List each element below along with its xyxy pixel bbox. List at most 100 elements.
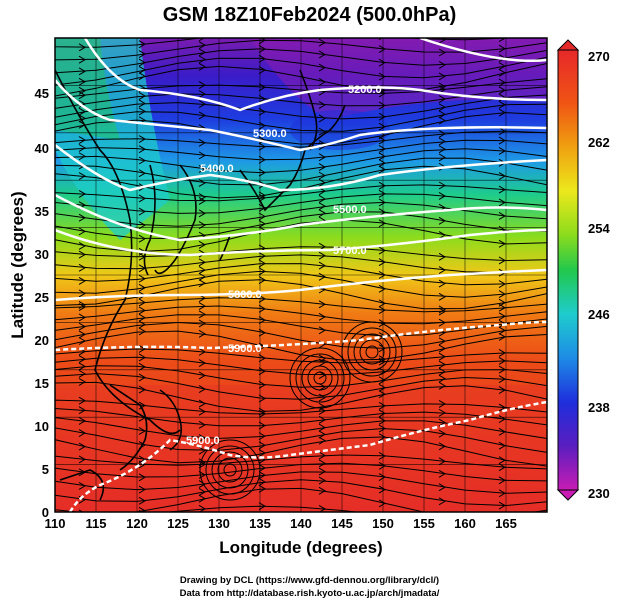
streamline-arrow xyxy=(438,360,446,369)
streamline-arrow xyxy=(78,172,86,180)
streamline-arrow xyxy=(138,283,146,292)
streamline-arrow xyxy=(438,367,446,376)
y-tick-label: 10 xyxy=(35,419,49,434)
colorbar-top-arrow xyxy=(556,39,580,51)
streamline-arrow xyxy=(138,496,146,505)
streamline-arrow xyxy=(438,38,446,44)
streamline-arrow xyxy=(138,344,146,353)
vortex-ring xyxy=(347,327,397,377)
streamline xyxy=(55,103,547,132)
streamline-arrow xyxy=(138,362,146,371)
streamline-arrow xyxy=(438,457,446,466)
streamline-arrow xyxy=(378,344,386,353)
streamline-arrow xyxy=(498,348,506,357)
streamline-arrow xyxy=(438,352,446,361)
streamline-arrow xyxy=(78,429,86,437)
contour-label-5700: 5700.0 xyxy=(333,245,367,257)
streamline-arrow xyxy=(318,415,326,424)
streamline-arrow xyxy=(318,153,326,162)
streamline-arrow xyxy=(378,136,386,145)
streamline-arrow xyxy=(438,429,446,438)
streamline-arrow xyxy=(78,313,86,322)
streamline-arrow xyxy=(498,441,506,450)
streamline-arrow xyxy=(498,326,506,335)
streamline xyxy=(55,314,547,337)
streamline-arrow xyxy=(258,219,266,228)
streamline-arrow xyxy=(78,416,86,425)
streamline-arrow xyxy=(258,410,266,418)
streamline-arrow xyxy=(198,488,206,496)
y-tick-label: 45 xyxy=(35,86,49,101)
streamline-arrow xyxy=(78,107,86,116)
streamline-arrow xyxy=(258,478,266,486)
streamline-arrow xyxy=(78,406,86,415)
streamline-arrow xyxy=(318,402,326,411)
vortex-ring xyxy=(199,439,261,501)
contour-label-5500: 5500.0 xyxy=(333,204,367,216)
streamline-arrow xyxy=(378,401,386,410)
y-axis: 0 5 10 15 20 25 30 35 40 45 xyxy=(35,86,49,520)
streamline-arrow xyxy=(198,407,206,416)
streamline xyxy=(55,139,547,161)
streamline-arrow xyxy=(318,326,326,335)
streamline-arrow xyxy=(318,486,326,495)
streamline-arrow xyxy=(318,100,326,109)
streamline-arrow xyxy=(138,353,146,362)
streamline-arrow xyxy=(318,406,326,415)
streamline-arrow xyxy=(319,29,325,36)
streamline-arrow xyxy=(78,241,86,250)
streamline-arrow xyxy=(138,135,146,143)
streamline-arrow xyxy=(378,416,386,425)
streamline-arrow xyxy=(78,276,86,285)
streamline xyxy=(55,148,547,174)
x-tick-label: 115 xyxy=(86,516,107,531)
wind-streamlines xyxy=(55,29,547,512)
x-tick-label: 110 xyxy=(45,516,66,531)
streamline-arrow xyxy=(198,41,206,50)
streamline-arrow xyxy=(198,420,206,429)
streamline-arrow xyxy=(438,318,446,327)
streamline-arrow xyxy=(498,147,506,155)
streamline-arrow xyxy=(198,90,206,98)
streamline-arrow xyxy=(438,82,446,91)
streamline-arrow xyxy=(78,396,86,405)
streamline-arrow xyxy=(378,383,386,392)
streamline-arrow xyxy=(438,110,446,119)
streamline-arrow xyxy=(258,367,266,376)
streamline-arrow xyxy=(438,85,446,94)
streamline xyxy=(55,78,547,99)
streamline-arrow xyxy=(198,62,206,71)
streamline-arrow xyxy=(378,246,386,255)
streamline xyxy=(55,487,547,512)
streamline-arrow xyxy=(138,58,146,67)
streamline-arrow xyxy=(258,380,266,389)
streamline-arrow xyxy=(318,393,326,402)
x-axis: 110 115 120 125 130 135 140 145 150 155 … xyxy=(45,516,517,531)
streamline-arrow xyxy=(378,461,386,470)
streamline-arrow xyxy=(198,480,206,489)
streamline-arrow xyxy=(498,280,506,288)
streamline-arrow xyxy=(318,63,326,72)
credit-drawing: Drawing by DCL (https://www.gfd-dennou.o… xyxy=(179,575,440,586)
vortex-ring xyxy=(295,353,345,403)
colorbar-label: 262 xyxy=(588,135,610,150)
streamline-arrow xyxy=(198,196,206,205)
streamline-arrow xyxy=(138,156,146,165)
streamline-arrow xyxy=(78,227,86,236)
streamline-arrow xyxy=(378,45,386,53)
streamline-arrow xyxy=(438,469,446,478)
streamline-arrow xyxy=(78,355,86,364)
streamline-arrow xyxy=(258,354,266,363)
streamline-arrow xyxy=(438,192,446,200)
streamline-arrow xyxy=(378,198,386,207)
streamline-arrow xyxy=(198,164,206,173)
streamline-arrow xyxy=(318,272,326,281)
streamline-arrow xyxy=(198,240,206,249)
streamline-arrow xyxy=(78,263,86,272)
streamline-arrow xyxy=(258,54,266,63)
streamline-arrow xyxy=(438,137,446,146)
streamline xyxy=(55,505,361,512)
streamline-arrow xyxy=(138,65,146,74)
streamline-arrow xyxy=(78,289,86,298)
streamline-arrow xyxy=(198,151,206,160)
